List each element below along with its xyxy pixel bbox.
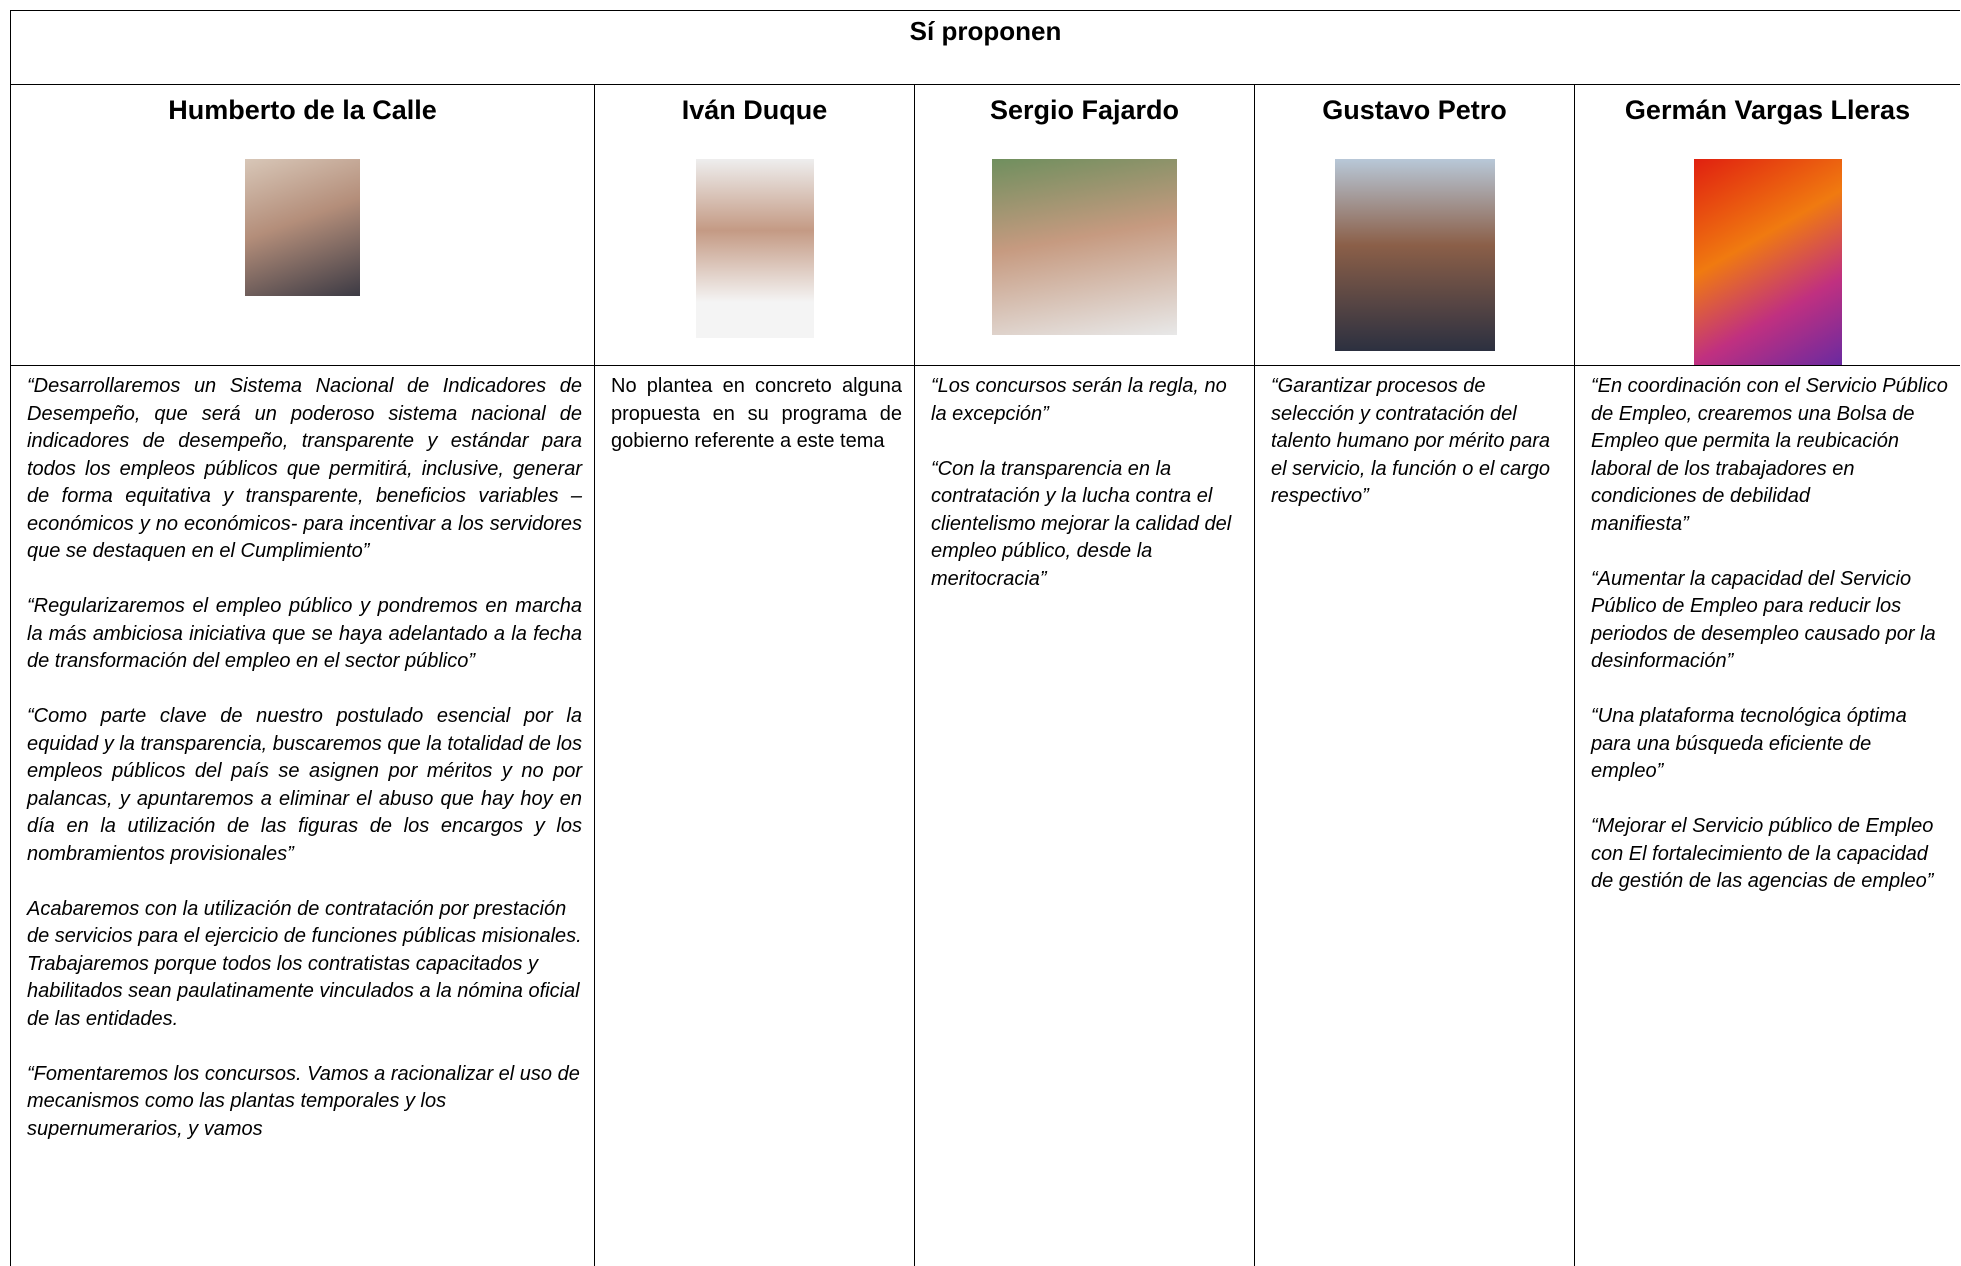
candidate-photo [992,159,1177,335]
proposal-text: Acabaremos con la utilización de contrat… [27,897,582,1030]
candidate-name: Germán Vargas Lleras [1624,95,1911,125]
proposal-text: “Fomentaremos los concursos. Vamos a rac… [27,1062,580,1140]
candidate-name: Sergio Fajardo [989,95,1180,125]
proposal-text: “Desarrollaremos un Sistema Nacional de … [27,375,582,562]
proposal-cell: “Desarrollaremos un Sistema Nacional de … [10,365,595,1266]
proposal-cell: “En coordinación con el Servicio Público… [1573,365,1960,1266]
candidate-photo [245,159,360,296]
candidate-name: Humberto de la Calle [168,95,437,125]
proposal-text: “Mejorar el Servicio público de Empleo c… [1591,815,1934,892]
proposal-cell: “Los concursos serán la regla, no la exc… [914,365,1255,1266]
proposal-text: “Como parte clave de nuestro postulado e… [27,705,582,865]
column-header: Gustavo Petro [1254,84,1575,366]
column-header: Iván Duque [594,84,915,366]
candidate-name: Gustavo Petro [1322,95,1507,125]
proposal-text: “Aumentar la capacidad del Servicio Públ… [1591,567,1936,673]
document: Sí proponen Humberto de la Calle Iván Duq… [10,10,1960,1266]
proposal-text: “Con la transparencia en la contratación… [931,457,1232,590]
proposal-text: No plantea en concreto alguna propuesta … [611,375,902,452]
candidate-photo [1334,159,1495,351]
column-header: Humberto de la Calle [10,84,595,366]
candidate-photo [695,159,814,338]
proposal-text: “Regularizaremos el empleo público y pon… [27,595,582,672]
proposal-text: “Los concursos serán la regla, no la exc… [931,375,1227,425]
proposal-text: “Garantizar procesos de selección y cont… [1271,375,1551,507]
column-header: Germán Vargas Lleras [1573,84,1960,366]
candidate-name: Iván Duque [681,95,828,125]
column-header: Sergio Fajardo [914,84,1255,366]
proposal-cell: No plantea en concreto alguna propuesta … [594,365,915,1266]
candidate-photo [1693,159,1842,365]
proposal-text: “Una plataforma tecnológica óptima para … [1591,705,1907,782]
proposal-cell: “Garantizar procesos de selección y cont… [1254,365,1575,1266]
proposal-text: “En coordinación con el Servicio Público… [1591,375,1948,535]
proposals-table: Sí proponen Humberto de la Calle Iván Duq… [10,10,1960,1266]
table-title: Sí proponen [10,10,1960,85]
